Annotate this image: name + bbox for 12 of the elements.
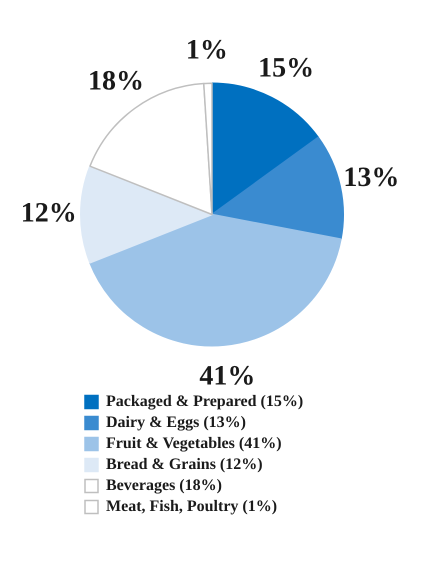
legend-label: Packaged & Prepared (15%) [106, 393, 304, 410]
data-label: 15% [258, 52, 314, 84]
data-label: 12% [20, 198, 77, 229]
data-label: 1% [186, 34, 228, 66]
legend-label: Meat, Fish, Poultry (1%) [106, 498, 278, 516]
data-label: 18% [88, 66, 144, 97]
data-label: 41% [199, 360, 256, 392]
legend-label: Dairy & Eggs (13%) [106, 414, 246, 432]
legend-label: Bread & Grains (12%) [106, 456, 263, 474]
data-label: 13% [343, 162, 400, 194]
legend-label: Beverages (18%) [106, 477, 222, 494]
legend-label: Fruit & Vegetables (41%) [106, 435, 282, 452]
